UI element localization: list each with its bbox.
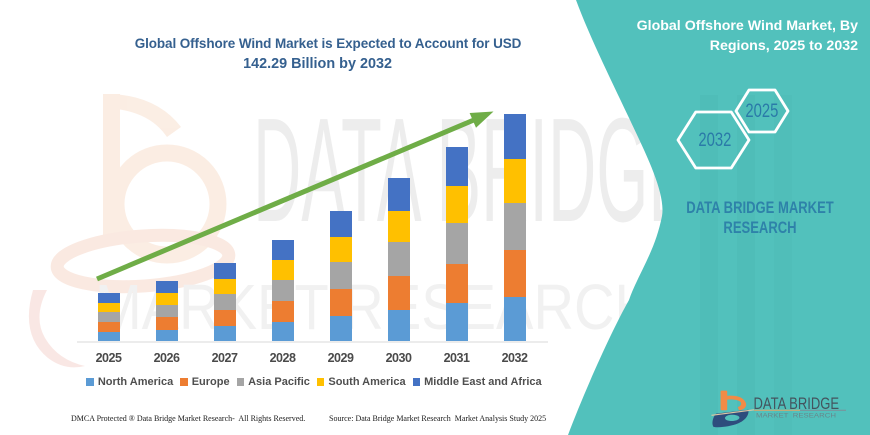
svg-text:MARKET RESEARCH: MARKET RESEARCH — [95, 271, 655, 343]
svg-text:MARKET RESEARCH: MARKET RESEARCH — [756, 414, 836, 420]
svg-text:DATA BRIDGE: DATA BRIDGE — [754, 395, 840, 413]
